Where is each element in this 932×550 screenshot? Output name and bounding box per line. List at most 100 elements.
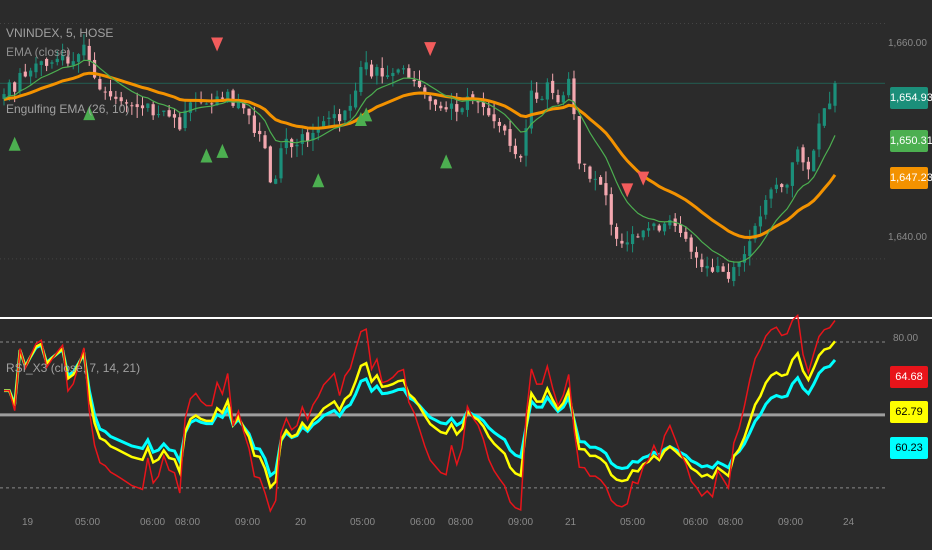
candle-body xyxy=(98,78,102,90)
candle-body xyxy=(50,62,54,64)
candle-body xyxy=(668,220,672,226)
candle-body xyxy=(428,96,432,102)
engulfing-ema-legend[interactable]: Engulfing EMA (26, 10) xyxy=(6,102,130,116)
price-pane[interactable] xyxy=(0,0,885,287)
candle-body xyxy=(204,103,209,105)
candle-body xyxy=(401,68,406,70)
candle-body xyxy=(82,44,86,56)
candle-body xyxy=(737,262,741,267)
candle-body xyxy=(407,68,411,78)
candle-body xyxy=(290,139,294,148)
candle-body xyxy=(2,94,6,99)
candle-body xyxy=(524,128,528,156)
candle-body xyxy=(604,183,608,196)
ema-legend[interactable]: EMA (close) xyxy=(6,45,71,59)
time-tick-label: 06:00 xyxy=(140,517,166,528)
candle-body xyxy=(337,114,342,122)
candle-body xyxy=(188,102,193,113)
candle-body xyxy=(375,67,379,76)
candle-body xyxy=(519,156,523,158)
candle-body xyxy=(274,178,278,184)
candle-body xyxy=(417,80,422,88)
candle-body xyxy=(636,236,640,238)
buy-signal-marker xyxy=(8,136,21,151)
candle-body xyxy=(39,61,43,66)
symbol-legend[interactable]: VNINDEX, 5, HOSE xyxy=(6,26,114,40)
ema-slow-price-tag: 1,647.23 xyxy=(890,167,932,189)
candle-body xyxy=(258,130,262,135)
candle-body xyxy=(247,108,251,116)
candle-body xyxy=(263,135,267,149)
price-tick-label: 1,640.00 xyxy=(888,232,927,243)
candle-body xyxy=(7,82,11,96)
candle-body xyxy=(231,90,235,106)
candle-body xyxy=(497,121,502,126)
candle-body xyxy=(423,87,427,95)
time-tick-label: 09:00 xyxy=(235,517,261,528)
time-tick-label: 05:00 xyxy=(350,517,376,528)
candle-body xyxy=(742,254,747,263)
candle-body xyxy=(817,123,821,150)
candle-body xyxy=(353,90,358,108)
candle-body xyxy=(385,75,390,77)
candle-body xyxy=(657,225,661,231)
candle-body xyxy=(380,67,384,77)
candle-body xyxy=(332,114,336,119)
candle-body xyxy=(369,64,374,77)
candle-body xyxy=(71,61,75,66)
candle-body xyxy=(226,91,230,100)
sell-signal-marker xyxy=(637,171,650,186)
candle-body xyxy=(92,59,97,78)
candle-body xyxy=(13,82,17,92)
candle-body xyxy=(748,241,752,257)
candle-body xyxy=(785,184,789,188)
candle-body xyxy=(716,265,720,272)
candle-body xyxy=(140,105,145,109)
candle-body xyxy=(242,101,246,109)
candle-body xyxy=(135,104,139,108)
candle-body xyxy=(359,67,363,92)
candle-body xyxy=(322,121,326,127)
candle-body xyxy=(412,79,416,82)
candle-body xyxy=(60,55,65,61)
sell-signal-marker xyxy=(211,37,224,52)
candle-body xyxy=(460,108,464,113)
last-price-tag: 1,654.93 xyxy=(890,87,932,109)
candle-body xyxy=(508,129,512,146)
candle-body xyxy=(45,58,49,66)
candle-body xyxy=(700,259,704,268)
candle-body xyxy=(236,101,240,109)
buy-signal-marker xyxy=(440,154,453,169)
candle-body xyxy=(156,114,161,116)
candle-body xyxy=(130,105,134,107)
candle-body xyxy=(23,71,27,77)
candle-body xyxy=(630,234,635,245)
candle-body xyxy=(540,98,544,101)
candle-body xyxy=(146,103,150,108)
candle-body xyxy=(119,97,123,102)
candle-body xyxy=(66,56,70,64)
candle-body xyxy=(465,96,470,110)
candle-body xyxy=(178,117,182,130)
sell-signal-marker xyxy=(424,42,437,57)
candle-body xyxy=(492,114,496,122)
candle-body xyxy=(796,149,800,162)
candle-body xyxy=(76,54,81,62)
candle-body xyxy=(364,62,368,70)
rsi7-line xyxy=(4,313,836,514)
rsi-pane[interactable] xyxy=(0,313,885,514)
candle-body xyxy=(689,237,693,252)
candle-body xyxy=(396,69,400,73)
time-tick-label: 06:00 xyxy=(410,517,436,528)
candle-body xyxy=(599,177,603,185)
rsi-legend[interactable]: RSI_X3 (close, 7, 14, 21) xyxy=(6,361,141,375)
rsi-tick-label: 80.00 xyxy=(893,333,919,344)
candle-body xyxy=(764,200,768,215)
candle-body xyxy=(481,101,486,108)
candle-body xyxy=(391,72,395,77)
candle-body xyxy=(449,103,454,109)
candle-body xyxy=(684,231,688,239)
candle-body xyxy=(295,144,299,147)
candle-body xyxy=(108,91,113,97)
